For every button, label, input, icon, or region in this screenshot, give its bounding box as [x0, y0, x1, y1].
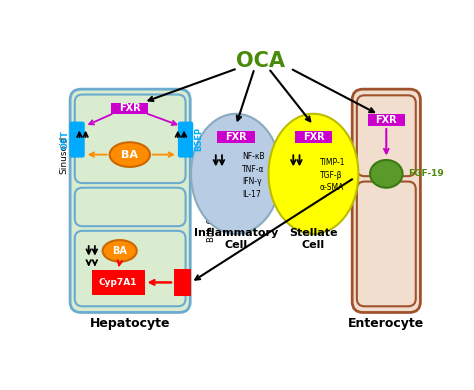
Text: BSEP: BSEP	[194, 127, 203, 151]
Bar	[111, 103, 148, 114]
Text: FXR: FXR	[375, 115, 397, 125]
FancyBboxPatch shape	[75, 94, 186, 183]
Text: OCA: OCA	[236, 51, 285, 71]
Text: Bile Canaliculus: Bile Canaliculus	[207, 175, 216, 242]
FancyBboxPatch shape	[357, 95, 416, 176]
Text: BA: BA	[112, 246, 127, 256]
Ellipse shape	[370, 160, 402, 188]
Text: FXR: FXR	[225, 132, 247, 142]
Text: Cyp7A1: Cyp7A1	[99, 278, 137, 287]
Text: Stellate
Cell: Stellate Cell	[289, 229, 337, 250]
Bar	[174, 269, 191, 296]
Text: OST: OST	[61, 130, 70, 149]
FancyBboxPatch shape	[352, 89, 420, 312]
Text: FGFR4: FGFR4	[180, 269, 185, 295]
Text: Enterocyte: Enterocyte	[348, 317, 424, 330]
Bar	[368, 114, 405, 126]
FancyBboxPatch shape	[70, 122, 84, 157]
Text: FGFR4: FGFR4	[180, 269, 185, 295]
Text: TIMP-1
TGF-β
α-SMA: TIMP-1 TGF-β α-SMA	[319, 158, 345, 192]
Ellipse shape	[191, 114, 281, 234]
Text: FXR: FXR	[119, 103, 141, 113]
Bar	[218, 131, 255, 143]
FancyBboxPatch shape	[75, 188, 186, 226]
FancyBboxPatch shape	[70, 89, 190, 312]
Ellipse shape	[268, 114, 358, 234]
FancyBboxPatch shape	[357, 182, 416, 306]
Text: Sinusoid: Sinusoid	[59, 135, 68, 174]
Text: Hepatocyte: Hepatocyte	[90, 317, 170, 330]
Text: FXR: FXR	[302, 132, 324, 142]
Bar	[92, 270, 145, 295]
Bar	[295, 131, 332, 143]
Text: BA: BA	[121, 150, 138, 160]
Text: NF-κB
TNF-α
IFN-γ
IL-17: NF-κB TNF-α IFN-γ IL-17	[242, 152, 264, 199]
Text: Inflammatory
Cell: Inflammatory Cell	[194, 229, 278, 250]
Ellipse shape	[109, 142, 150, 167]
FancyBboxPatch shape	[179, 122, 192, 157]
Text: FGF-19: FGF-19	[408, 169, 444, 178]
Ellipse shape	[103, 240, 137, 262]
FancyBboxPatch shape	[75, 231, 186, 306]
